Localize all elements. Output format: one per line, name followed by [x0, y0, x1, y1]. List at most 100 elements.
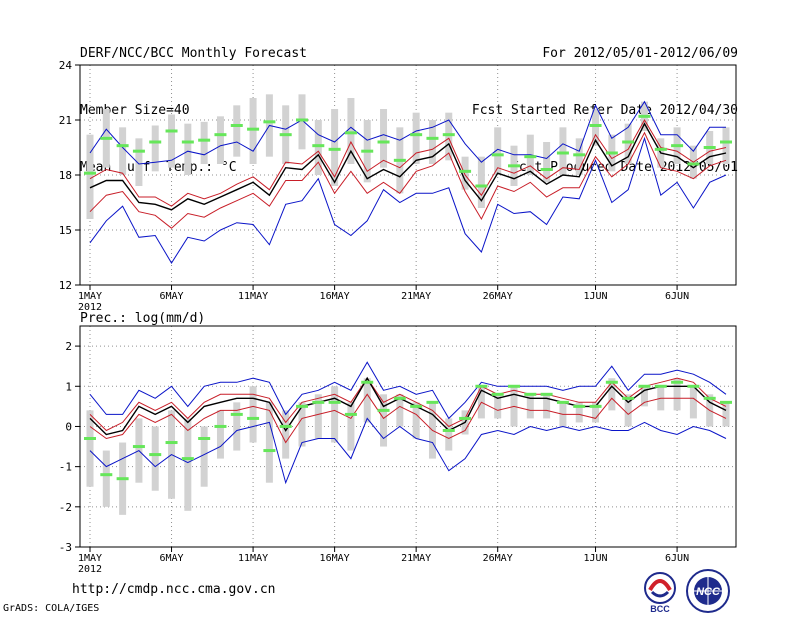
spread-box: [265, 402, 273, 483]
ncc-logo-icon: NCC: [686, 569, 730, 613]
ncc-logo: NCC: [684, 568, 732, 614]
spread-box: [575, 402, 583, 423]
spread-box: [396, 394, 404, 427]
spread-box: [624, 394, 632, 427]
spread-box: [216, 410, 224, 459]
median-line: [89, 122, 727, 211]
forecast-period: For 2012/05/01-2012/06/09: [542, 46, 738, 61]
spread-box: [543, 142, 551, 183]
spread-box: [477, 156, 485, 208]
x-tick-label: 6JUN: [665, 553, 689, 564]
prec-panel-title: Prec.: log(mm/d): [80, 311, 205, 326]
spread-box: [380, 109, 388, 168]
spread-box: [119, 127, 127, 175]
x-tick-year-label: 2012: [78, 564, 102, 575]
y-tick-label: 2: [65, 340, 72, 353]
spread-box: [494, 394, 502, 419]
x-tick-label: 6MAY: [159, 291, 183, 302]
spread-box: [543, 394, 551, 419]
spread-box: [608, 378, 616, 411]
spread-box: [445, 112, 453, 161]
y-tick-label: 15: [59, 224, 72, 237]
spread-box: [233, 105, 241, 157]
spread-box: [445, 418, 453, 451]
x-tick-label: 26MAY: [483, 553, 513, 564]
spread-box: [151, 426, 159, 491]
x-tick-label: 21MAY: [401, 553, 431, 564]
y-tick-label: 21: [59, 114, 72, 127]
spread-box: [298, 402, 306, 447]
spread-box: [151, 125, 159, 172]
spread-box: [640, 386, 648, 407]
median-line: [89, 376, 727, 436]
spread-box: [282, 410, 290, 459]
spread-box: [184, 123, 192, 175]
spread-box: [200, 121, 208, 164]
spread-box: [689, 386, 697, 419]
y-tick-label: -1: [59, 461, 72, 474]
spread-box: [722, 127, 730, 164]
spread-box: [347, 402, 355, 451]
spread-box: [168, 114, 176, 168]
spread-box: [331, 386, 339, 443]
bcc-logo: BCC: [636, 568, 684, 614]
lower-quartile-line: [89, 131, 727, 229]
spread-box: [363, 378, 371, 423]
x-tick-label: 1JUN: [583, 291, 607, 302]
spread-box: [200, 426, 208, 487]
spread-box: [722, 402, 730, 427]
spread-box: [592, 109, 600, 146]
x-tick-label: 16MAY: [320, 553, 350, 564]
spread-box: [86, 134, 94, 219]
x-tick-label: 1MAY: [78, 553, 102, 564]
spread-box: [86, 410, 94, 487]
y-tick-label: 1: [65, 380, 72, 393]
plot-frame: [79, 325, 737, 548]
spread-box: [135, 138, 143, 186]
upper-quartile-line: [89, 377, 727, 432]
spread-box: [428, 120, 436, 164]
y-tick-label: -3: [59, 541, 72, 554]
spread-box: [526, 394, 534, 419]
y-tick-label: -2: [59, 501, 72, 514]
x-tick-label: 26MAY: [483, 291, 513, 302]
x-tick-label: 1MAY: [78, 291, 102, 302]
bcc-logo-text: BCC: [650, 604, 670, 614]
source-url: http://cmdp.ncc.cma.gov.cn: [72, 582, 276, 597]
spread-box: [331, 109, 339, 186]
bcc-logo-icon: BCC: [644, 572, 676, 614]
spread-box: [624, 123, 632, 164]
min-line: [89, 417, 727, 485]
x-tick-label: 16MAY: [320, 291, 350, 302]
spread-box: [184, 418, 192, 511]
x-tick-label: 1JUN: [583, 553, 607, 564]
spread-box: [592, 402, 600, 423]
spread-box: [298, 94, 306, 150]
spread-box: [314, 120, 322, 175]
max-line: [89, 100, 726, 165]
y-tick-label: 18: [59, 169, 72, 182]
spread-box: [575, 138, 583, 175]
spread-box: [347, 98, 355, 164]
spread-box: [380, 394, 388, 447]
spread-box: [249, 98, 257, 164]
spread-box: [461, 156, 469, 190]
x-tick-year-label: 2012: [78, 302, 102, 313]
spread-box: [249, 386, 257, 443]
x-tick-label: 11MAY: [238, 291, 268, 302]
x-tick-label: 21MAY: [401, 291, 431, 302]
min-line: [89, 136, 727, 264]
spread-box: [314, 394, 322, 439]
max-line: [89, 361, 727, 420]
x-tick-label: 6MAY: [159, 553, 183, 564]
y-tick-label: 12: [59, 279, 72, 292]
x-tick-label: 11MAY: [238, 553, 268, 564]
grads-credit: GrADS: COLA/IGES: [3, 603, 100, 614]
x-tick-label: 6JUN: [665, 291, 689, 302]
spread-box: [216, 116, 224, 164]
spread-box: [412, 402, 420, 439]
spread-box: [102, 450, 110, 507]
